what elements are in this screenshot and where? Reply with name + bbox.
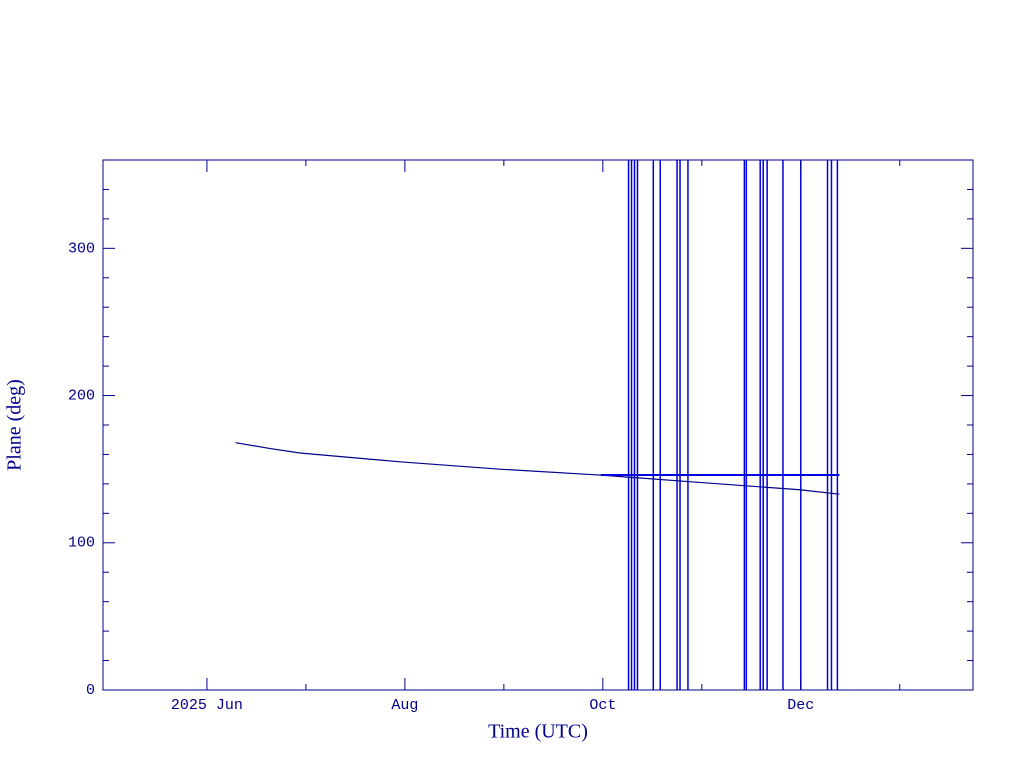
- data-line: [235, 442, 840, 495]
- x-tick-label: Dec: [787, 697, 814, 714]
- x-tick-label: Aug: [391, 697, 418, 714]
- x-tick-label: Oct: [589, 697, 616, 714]
- y-tick-label: 300: [68, 240, 95, 257]
- x-tick-label: 2025 Jun: [171, 697, 243, 714]
- y-tick-label: 0: [86, 682, 95, 699]
- x-axis-label: Time (UTC): [488, 721, 588, 743]
- y-axis-label: Plane (deg): [4, 379, 26, 471]
- y-tick-label: 200: [68, 388, 95, 405]
- y-tick-label: 100: [68, 535, 95, 552]
